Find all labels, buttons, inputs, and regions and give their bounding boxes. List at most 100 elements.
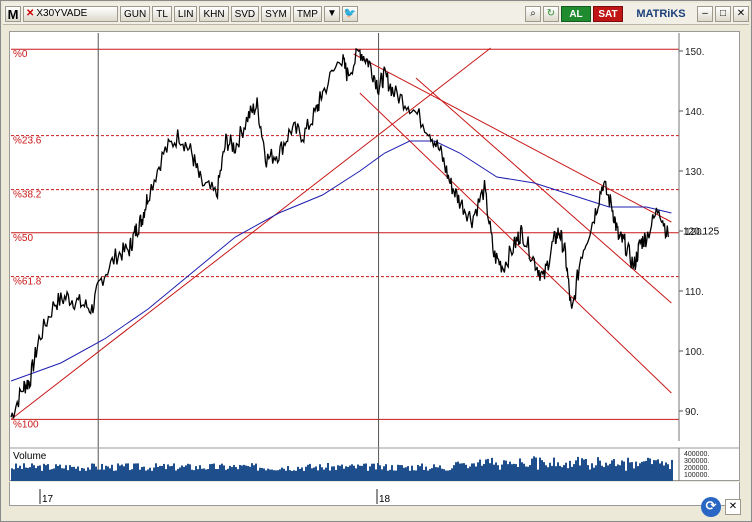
maximize-icon[interactable]: □: [715, 5, 731, 22]
x-axis: 17 18: [39, 489, 391, 505]
dropdown-arrow-icon[interactable]: ▼: [323, 5, 340, 22]
search-icon[interactable]: ⌕: [525, 5, 541, 22]
volume-bar: [193, 470, 195, 481]
volume-bar: [645, 460, 647, 481]
volume-bar: [131, 469, 133, 481]
volume-bar: [267, 468, 269, 481]
volume-bar: [375, 469, 377, 481]
volume-bar: [637, 466, 639, 481]
volume-bar: [285, 470, 287, 481]
symbol-selector[interactable]: ✕ X30YVADE: [23, 5, 118, 22]
minimize-icon[interactable]: –: [697, 5, 713, 22]
volume-bar: [29, 467, 31, 481]
fib-level-label: %61.8: [13, 277, 42, 288]
volume-bar: [107, 466, 109, 481]
volume-bar: [453, 465, 455, 481]
volume-bar: [91, 463, 93, 481]
link-icon[interactable]: ↻: [543, 5, 559, 22]
volume-bar: [33, 465, 35, 481]
volume-bar: [365, 463, 367, 481]
volume-bar: [599, 460, 601, 481]
y-tick-label: 150.: [685, 47, 704, 58]
khn-button[interactable]: KHN: [199, 5, 229, 22]
volume-bar: [323, 469, 325, 481]
volume-bar: [49, 469, 51, 481]
line-type-button[interactable]: LIN: [173, 5, 198, 22]
volume-bar: [395, 470, 397, 481]
sell-button[interactable]: SAT: [593, 5, 623, 22]
trendlines: [10, 47, 672, 420]
buy-button[interactable]: AL: [561, 5, 591, 22]
volume-bar: [457, 461, 459, 481]
volume-bar: [447, 470, 449, 481]
volume-bar: [403, 467, 405, 481]
volume-bar: [253, 465, 255, 481]
volume-bar: [187, 463, 189, 481]
volume-bar: [279, 469, 281, 481]
volume-bar: [437, 467, 439, 481]
volume-bar: [137, 463, 139, 481]
volume-bar: [333, 466, 335, 481]
volume-bar: [489, 463, 491, 481]
volume-bar: [475, 466, 477, 481]
volume-bar: [89, 469, 91, 481]
volume-bar: [259, 467, 261, 481]
volume-bar: [45, 465, 47, 481]
matriks-logo-button[interactable]: M: [5, 5, 21, 22]
trendline: [353, 53, 672, 223]
volume-bar: [77, 466, 79, 481]
volume-bar: [665, 462, 667, 481]
volume-bar: [617, 464, 619, 481]
volume-bar: [127, 463, 129, 481]
volume-bar: [623, 461, 625, 481]
volume-bar: [329, 470, 331, 481]
volume-bar: [565, 462, 567, 481]
volume-bar: [661, 461, 663, 481]
volume-bar: [121, 464, 123, 481]
volume-bar: [309, 463, 311, 481]
volume-bar: [355, 468, 357, 481]
volume-bar: [659, 463, 661, 481]
volume-bar: [389, 469, 391, 481]
volume-bar: [609, 463, 611, 481]
volume-bar: [67, 470, 69, 481]
volume-bar: [577, 456, 579, 481]
volume-bar: [553, 457, 555, 481]
volume-bar: [305, 466, 307, 481]
volume-bar: [491, 457, 493, 481]
volume-bar: [79, 470, 81, 481]
volume-bar: [221, 463, 223, 481]
template-button[interactable]: TMP: [292, 5, 322, 22]
volume-bar: [399, 465, 401, 481]
volume-bar: [523, 463, 525, 481]
volume-bar: [99, 469, 101, 481]
currency-button[interactable]: TL: [152, 5, 172, 22]
svd-button[interactable]: SVD: [230, 5, 260, 22]
volume-bar: [191, 469, 193, 481]
close-chart-icon[interactable]: ✕: [725, 499, 741, 515]
volume-bar: [459, 463, 461, 481]
sym-button[interactable]: SYM: [261, 5, 291, 22]
volume-bar: [217, 469, 219, 481]
twitter-icon[interactable]: 🐦: [341, 5, 358, 22]
volume-bar: [129, 470, 131, 481]
volume-bar: [19, 465, 21, 481]
volume-bar: [655, 460, 657, 481]
volume-bar: [317, 470, 319, 481]
close-symbol-icon[interactable]: ✕: [26, 7, 35, 19]
volume-bar: [173, 463, 175, 481]
volume-bar: [371, 463, 373, 481]
volume-bar: [345, 466, 347, 481]
refresh-icon[interactable]: ⟳: [701, 497, 721, 517]
close-window-icon[interactable]: ✕: [733, 5, 749, 22]
volume-bar: [557, 462, 559, 481]
volume-bar: [241, 465, 243, 481]
volume-bar: [219, 464, 221, 481]
period-button[interactable]: GUN: [120, 5, 151, 22]
volume-bar: [205, 469, 207, 481]
volume-bar: [359, 465, 361, 481]
volume-bar: [25, 467, 27, 481]
volume-bar: [227, 468, 229, 481]
volume-bar: [123, 466, 125, 481]
volume-bar: [325, 467, 327, 481]
